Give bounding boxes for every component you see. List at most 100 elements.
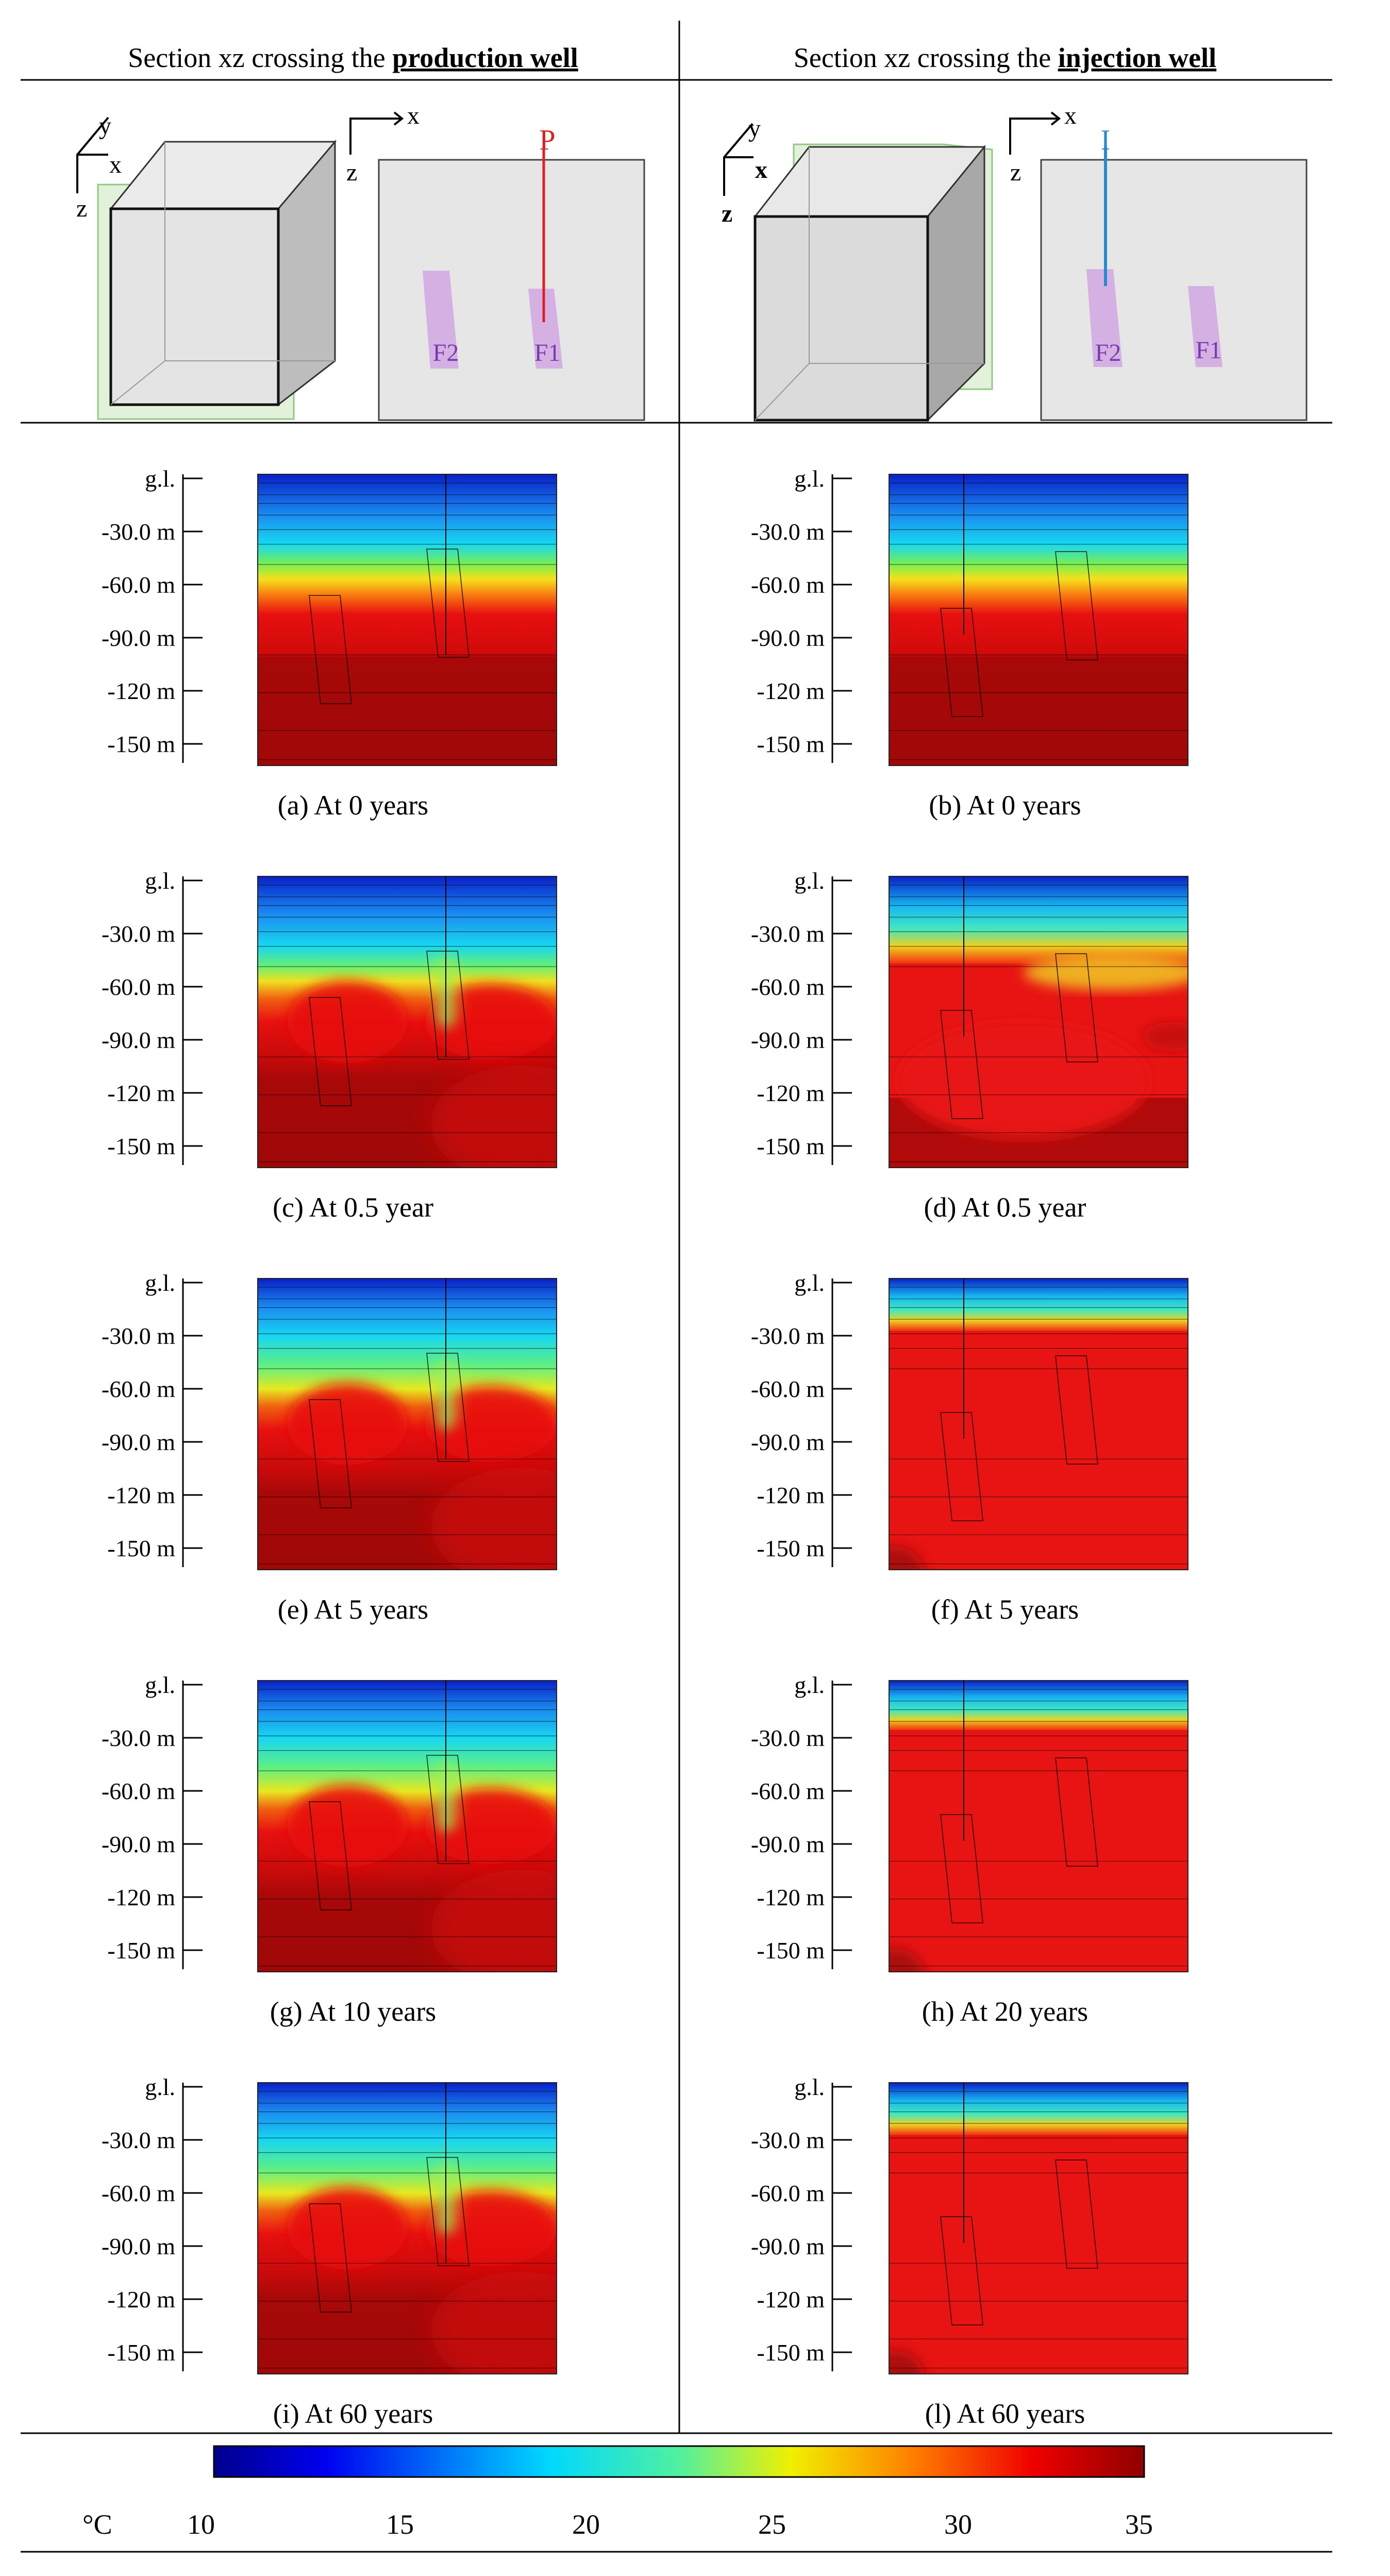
depth-tick-label: -60.0 m <box>751 1376 825 1402</box>
depth-axis: g.l. -30.0 m -60.0 m -90.0 m -120 m -150 m <box>751 466 852 763</box>
depth-tick-label: -150 m <box>107 1937 175 1964</box>
panel-7: g.l. -30.0 m -60.0 m -90.0 m -120 m -150 m (g)… <box>102 1672 557 2027</box>
depth-tick-label: -30.0 m <box>102 1323 175 1349</box>
panel-caption: (l) At 60 years <box>925 2398 1085 2429</box>
section-rect <box>378 159 645 421</box>
section-rect <box>1040 159 1308 421</box>
depth-tick-label: -30.0 m <box>751 1725 825 1751</box>
panel-caption: (b) At 0 years <box>929 790 1081 821</box>
fault-F1 <box>528 289 563 369</box>
depth-axis: g.l. -30.0 m -60.0 m -90.0 m -120 m -150 m <box>102 1672 203 1969</box>
depth-tick-label: -60.0 m <box>102 2180 175 2206</box>
axis-triad <box>76 117 109 193</box>
colorbar-tick-label: 20 <box>572 2509 600 2540</box>
depth-axis: g.l. -30.0 m -60.0 m -90.0 m -120 m -150 m <box>102 868 203 1165</box>
depth-tick-label: -90.0 m <box>751 625 825 651</box>
panels: g.l. -30.0 m -60.0 m -90.0 m -120 m -150 m (a)… <box>102 466 1188 2429</box>
depth-tick-label: g.l. <box>145 1672 175 1698</box>
depth-tick-label: -90.0 m <box>102 1027 175 1053</box>
depth-tick-label: -150 m <box>757 731 825 757</box>
cube <box>109 139 337 407</box>
svg-text:z: z <box>76 195 87 222</box>
panel-5: g.l. -30.0 m -60.0 m -90.0 m -120 m -150 m (e)… <box>102 1270 557 1625</box>
depth-tick-label: -90.0 m <box>751 1027 825 1053</box>
depth-tick-label: -150 m <box>107 2339 175 2366</box>
depth-axis: g.l. -30.0 m -60.0 m -90.0 m -120 m -150 m <box>102 466 203 763</box>
depth-tick-label: -90.0 m <box>751 1831 825 1857</box>
panel-1: g.l. -30.0 m -60.0 m -90.0 m -120 m -150 m (a)… <box>102 466 557 821</box>
depth-tick-label: -60.0 m <box>102 1778 175 1804</box>
panel-4: g.l. -30.0 m -60.0 m -90.0 m -120 m -150 m (d)… <box>751 868 1188 1223</box>
depth-tick-label: -150 m <box>107 1133 175 1159</box>
cube <box>753 144 986 422</box>
depth-axis: g.l. -30.0 m -60.0 m -90.0 m -120 m -150 m <box>751 868 852 1165</box>
svg-text:x: x <box>1064 102 1077 129</box>
depth-tick-label: -150 m <box>757 2339 825 2366</box>
fault-F1 <box>1188 286 1222 367</box>
depth-tick-label: g.l. <box>145 466 175 492</box>
depth-tick-label: -60.0 m <box>751 572 825 598</box>
depth-tick-label: -60.0 m <box>751 2180 825 2206</box>
depth-tick-label: g.l. <box>794 1270 825 1296</box>
depth-tick-label: -30.0 m <box>751 2127 825 2153</box>
depth-tick-label: -120 m <box>107 678 175 704</box>
depth-tick-label: -60.0 m <box>751 1778 825 1804</box>
colorbar-tick-label: 30 <box>944 2509 972 2540</box>
depth-axis: g.l. -30.0 m -60.0 m -90.0 m -120 m -150 m <box>751 1270 852 1567</box>
svg-text:x: x <box>755 156 767 184</box>
colorbar-gradient <box>213 2445 1145 2478</box>
svg-text:I: I <box>1101 124 1111 156</box>
depth-tick-label: -120 m <box>757 1884 825 1910</box>
depth-tick-label: -120 m <box>757 678 825 704</box>
panel-caption: (d) At 0.5 year <box>924 1192 1086 1223</box>
svg-text:y: y <box>748 115 761 142</box>
panel-2: g.l. -30.0 m -60.0 m -90.0 m -120 m -150 m (b)… <box>751 466 1188 821</box>
depth-tick-label: -150 m <box>107 1535 175 1561</box>
colorbar-tick-label: 35 <box>1125 2509 1153 2540</box>
depth-axis: g.l. -30.0 m -60.0 m -90.0 m -120 m -150 m <box>102 1270 203 1567</box>
fault-F2 <box>1086 269 1123 367</box>
panel-8: g.l. -30.0 m -60.0 m -90.0 m -120 m -150 m (h)… <box>751 1672 1188 2027</box>
panel-caption: (e) At 5 years <box>278 1594 428 1625</box>
depth-tick-label: -60.0 m <box>751 974 825 1000</box>
depth-tick-label: -60.0 m <box>102 572 175 598</box>
depth-tick-label: g.l. <box>145 868 175 894</box>
panel-10: g.l. -30.0 m -60.0 m -90.0 m -120 m -150 m (l)… <box>751 2074 1188 2429</box>
depth-tick-label: g.l. <box>145 1270 175 1296</box>
depth-tick-label: -90.0 m <box>751 2233 825 2259</box>
depth-axis: g.l. -30.0 m -60.0 m -90.0 m -120 m -150 m <box>751 1672 852 1969</box>
fault-F2 <box>423 271 459 369</box>
frame-lines <box>21 21 1332 2553</box>
panel-caption: (a) At 0 years <box>278 790 428 821</box>
panel-caption: (c) At 0.5 year <box>273 1192 433 1223</box>
depth-tick-label: -30.0 m <box>751 921 825 947</box>
colorbar: °C 10 15 20 25 30 35 <box>82 2445 1153 2540</box>
depth-tick-label: -120 m <box>107 1080 175 1106</box>
depth-tick-label: -90.0 m <box>102 2233 175 2259</box>
depth-tick-label: -150 m <box>757 1535 825 1561</box>
colorbar-tick-label: 10 <box>187 2509 215 2540</box>
panel-caption: (f) At 5 years <box>931 1594 1079 1625</box>
panel-caption: (h) At 20 years <box>922 1996 1088 2027</box>
schematic-production: y x z x z F2 F1 P <box>76 102 645 421</box>
panel-3: g.l. -30.0 m -60.0 m -90.0 m -120 m -150 m (c)… <box>102 868 557 1223</box>
depth-tick-label: g.l. <box>794 868 825 894</box>
panel-caption: (i) At 60 years <box>273 2398 433 2429</box>
schematic-injection: y x z x z F2 F1 I <box>722 102 1308 422</box>
svg-text:F2: F2 <box>1095 339 1121 367</box>
header-injection: Section xz crossing the injection well <box>794 42 1216 73</box>
depth-tick-label: -120 m <box>107 1884 175 1910</box>
depth-tick-label: -90.0 m <box>102 1831 175 1857</box>
panel-caption: (g) At 10 years <box>270 1996 436 2027</box>
depth-tick-label: -120 m <box>107 1482 175 1508</box>
svg-text:F1: F1 <box>534 339 561 367</box>
depth-tick-label: -30.0 m <box>102 519 175 545</box>
svg-text:F1: F1 <box>1196 337 1222 364</box>
depth-tick-label: -30.0 m <box>102 2127 175 2153</box>
depth-axis: g.l. -30.0 m -60.0 m -90.0 m -120 m -150 m <box>102 2074 203 2371</box>
colorbar-unit: °C <box>82 2509 112 2540</box>
depth-tick-label: -30.0 m <box>751 519 825 545</box>
depth-tick-label: -90.0 m <box>751 1429 825 1455</box>
svg-text:x: x <box>407 102 420 129</box>
